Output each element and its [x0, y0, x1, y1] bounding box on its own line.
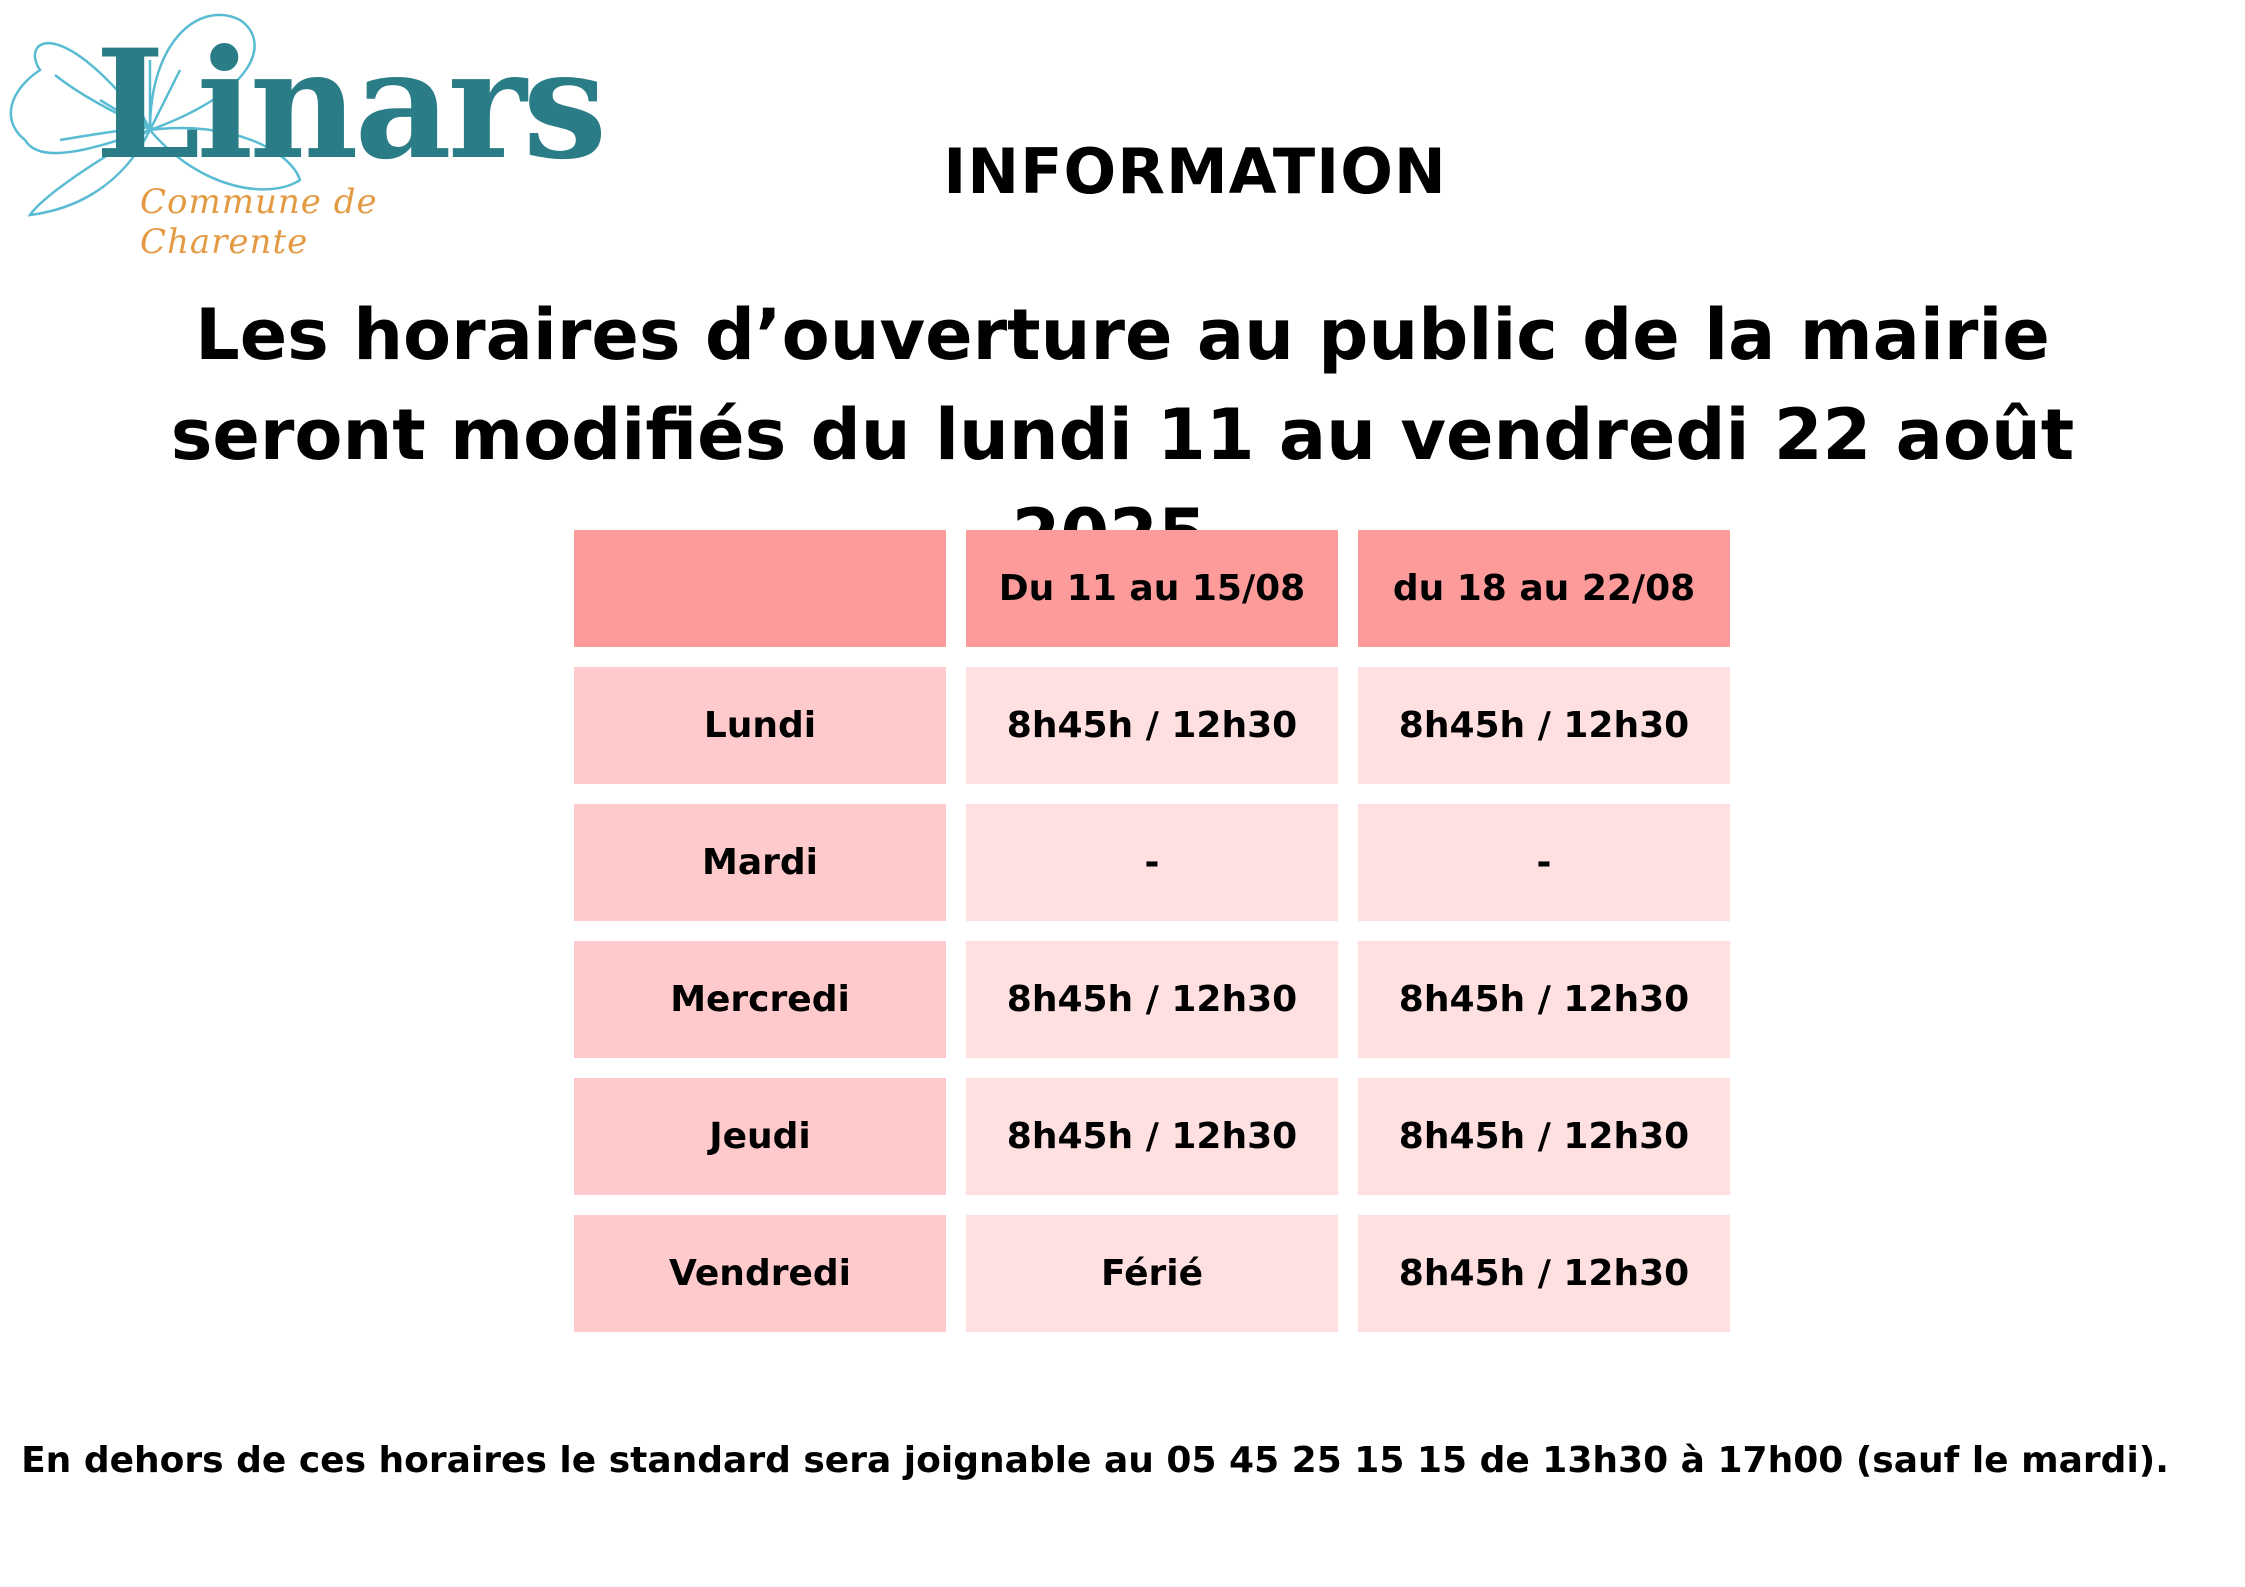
hours-cell-mercredi-week-1: 8h45h / 12h30	[966, 941, 1338, 1058]
logo-subtitle: Commune de Charente	[140, 182, 378, 262]
day-cell-mardi: Mardi	[574, 804, 946, 921]
hours-cell-mercredi-week-2: 8h45h / 12h30	[1358, 941, 1730, 1058]
day-cell-jeudi: Jeudi	[574, 1078, 946, 1195]
header-cell-week-1: Du 11 au 15/08	[966, 530, 1338, 647]
logo-name: Linars	[95, 17, 607, 193]
flower-icon	[9, 13, 302, 217]
hours-cell-vendredi-week-1: Férié	[966, 1215, 1338, 1332]
hours-cell-mardi-week-1: -	[966, 804, 1338, 921]
hours-cell-mardi-week-2: -	[1358, 804, 1730, 921]
page-title: INFORMATION	[943, 135, 1447, 208]
day-cell-vendredi: Vendredi	[574, 1215, 946, 1332]
hours-cell-jeudi-week-1: 8h45h / 12h30	[966, 1078, 1338, 1195]
hours-cell-vendredi-week-2: 8h45h / 12h30	[1358, 1215, 1730, 1332]
hours-cell-lundi-week-1: 8h45h / 12h30	[966, 667, 1338, 784]
hours-cell-jeudi-week-2: 8h45h / 12h30	[1358, 1078, 1730, 1195]
commune-logo: Linars Commune de Charente	[0, 0, 607, 262]
schedule-table: Du 11 au 15/08 du 18 au 22/08 Lundi 8h45…	[574, 530, 1730, 1332]
day-cell-lundi: Lundi	[574, 667, 946, 784]
hours-cell-lundi-week-2: 8h45h / 12h30	[1358, 667, 1730, 784]
header-cell-blank	[574, 530, 946, 647]
contact-note: En dehors de ces horaires le standard se…	[21, 1440, 2169, 1481]
day-cell-mercredi: Mercredi	[574, 941, 946, 1058]
header-cell-week-2: du 18 au 22/08	[1358, 530, 1730, 647]
